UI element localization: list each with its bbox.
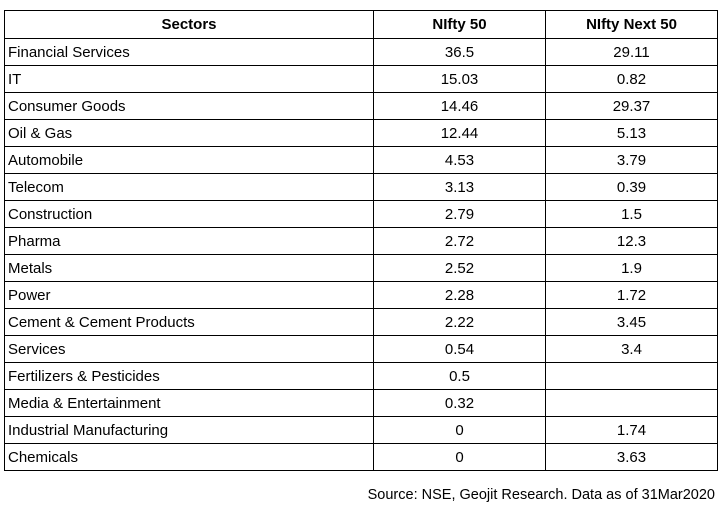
nifty-next-50-cell	[545, 389, 718, 417]
nifty-50-cell: 2.79	[373, 200, 546, 228]
nifty-50-cell: 14.46	[373, 92, 546, 120]
table-row: Telecom 3.13 0.39	[4, 173, 718, 201]
header-sectors: Sectors	[4, 10, 374, 39]
sector-cell: Pharma	[4, 227, 374, 255]
nifty-next-50-cell: 0.39	[545, 173, 718, 201]
sector-cell: Consumer Goods	[4, 92, 374, 120]
nifty-next-50-cell: 1.5	[545, 200, 718, 228]
table-row: Oil & Gas 12.44 5.13	[4, 119, 718, 147]
sector-cell: Cement & Cement Products	[4, 308, 374, 336]
nifty-next-50-cell: 3.4	[545, 335, 718, 363]
nifty-50-cell: 0.54	[373, 335, 546, 363]
table-row: Chemicals 0 3.63	[4, 443, 718, 471]
sector-cell: Oil & Gas	[4, 119, 374, 147]
sector-cell: Financial Services	[4, 38, 374, 66]
sector-cell: Telecom	[4, 173, 374, 201]
table-row: Pharma 2.72 12.3	[4, 227, 718, 255]
nifty-next-50-cell: 3.45	[545, 308, 718, 336]
nifty-next-50-cell: 5.13	[545, 119, 718, 147]
nifty-next-50-cell: 0.82	[545, 65, 718, 93]
sector-cell: Fertilizers & Pesticides	[4, 362, 374, 390]
nifty-next-50-cell: 12.3	[545, 227, 718, 255]
sector-cell: Chemicals	[4, 443, 374, 471]
sector-cell: Services	[4, 335, 374, 363]
table-row: Construction 2.79 1.5	[4, 200, 718, 228]
table-row: Industrial Manufacturing 0 1.74	[4, 416, 718, 444]
header-nifty-50: NIfty 50	[373, 10, 546, 39]
nifty-next-50-cell: 1.72	[545, 281, 718, 309]
table-row: Consumer Goods 14.46 29.37	[4, 92, 718, 120]
nifty-50-cell: 0	[373, 443, 546, 471]
sector-weights-table: Sectors NIfty 50 NIfty Next 50 Financial…	[4, 10, 718, 471]
table-row: Media & Entertainment 0.32	[4, 389, 718, 417]
header-row: Sectors NIfty 50 NIfty Next 50	[4, 10, 718, 39]
nifty-50-cell: 15.03	[373, 65, 546, 93]
sector-cell: IT	[4, 65, 374, 93]
header-nifty-next-50: NIfty Next 50	[545, 10, 718, 39]
table-row: Services 0.54 3.4	[4, 335, 718, 363]
nifty-50-cell: 2.52	[373, 254, 546, 282]
sector-cell: Media & Entertainment	[4, 389, 374, 417]
nifty-next-50-cell: 29.37	[545, 92, 718, 120]
table-row: Cement & Cement Products 2.22 3.45	[4, 308, 718, 336]
nifty-50-cell: 2.72	[373, 227, 546, 255]
nifty-50-cell: 0.32	[373, 389, 546, 417]
nifty-next-50-cell: 3.63	[545, 443, 718, 471]
nifty-next-50-cell	[545, 362, 718, 390]
nifty-50-cell: 36.5	[373, 38, 546, 66]
table-row: Metals 2.52 1.9	[4, 254, 718, 282]
table-row: IT 15.03 0.82	[4, 65, 718, 93]
sector-cell: Metals	[4, 254, 374, 282]
sector-cell: Power	[4, 281, 374, 309]
nifty-50-cell: 3.13	[373, 173, 546, 201]
sector-cell: Industrial Manufacturing	[4, 416, 374, 444]
nifty-50-cell: 4.53	[373, 146, 546, 174]
nifty-next-50-cell: 29.11	[545, 38, 718, 66]
nifty-50-cell: 0	[373, 416, 546, 444]
nifty-next-50-cell: 1.9	[545, 254, 718, 282]
table-row: Automobile 4.53 3.79	[4, 146, 718, 174]
nifty-next-50-cell: 3.79	[545, 146, 718, 174]
table-row: Financial Services 36.5 29.11	[4, 38, 718, 66]
nifty-50-cell: 2.28	[373, 281, 546, 309]
nifty-50-cell: 12.44	[373, 119, 546, 147]
nifty-next-50-cell: 1.74	[545, 416, 718, 444]
sector-cell: Construction	[4, 200, 374, 228]
nifty-50-cell: 2.22	[373, 308, 546, 336]
sector-cell: Automobile	[4, 146, 374, 174]
nifty-50-cell: 0.5	[373, 362, 546, 390]
table-row: Power 2.28 1.72	[4, 281, 718, 309]
table-row: Fertilizers & Pesticides 0.5	[4, 362, 718, 390]
source-note: Source: NSE, Geojit Research. Data as of…	[367, 487, 715, 503]
